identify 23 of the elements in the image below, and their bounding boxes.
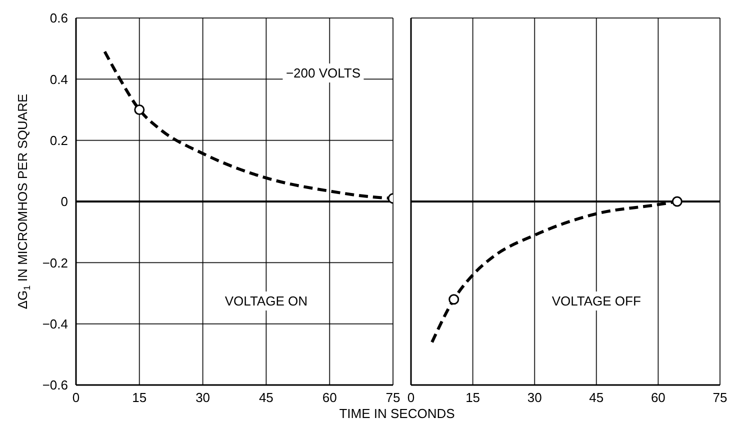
y-tick-label: 0.4 [50, 72, 68, 87]
x-tick-label: 15 [132, 390, 147, 406]
y-tick-label: 0 [60, 194, 68, 210]
x-tick-label: 30 [527, 390, 542, 406]
x-tick-label: 0 [72, 390, 80, 406]
y-tick-label: −0.2 [42, 255, 68, 270]
y-tick-label: −0.6 [42, 378, 68, 393]
x-tick-label: 30 [196, 390, 210, 406]
annotation: VOLTAGE ON [222, 291, 310, 310]
x-axis-title: TIME IN SECONDS [339, 406, 455, 421]
x-tick-label: 15 [466, 390, 480, 406]
x-tick-label: 60 [650, 390, 666, 406]
annotation: VOLTAGE OFF [548, 291, 644, 310]
y-tick-label: 0.2 [50, 132, 68, 148]
x-tick-label: 45 [589, 390, 604, 406]
x-tick-label: 75 [386, 390, 400, 406]
x-tick-label: 75 [712, 390, 728, 406]
x-tick-label: 60 [322, 390, 337, 406]
y-tick-label: −0.4 [42, 316, 68, 332]
annotation: −200 VOLTS [282, 64, 364, 83]
y-tick-label: 0.6 [50, 10, 68, 26]
x-tick-label: 0 [407, 390, 415, 406]
x-tick-label: 45 [258, 390, 274, 406]
